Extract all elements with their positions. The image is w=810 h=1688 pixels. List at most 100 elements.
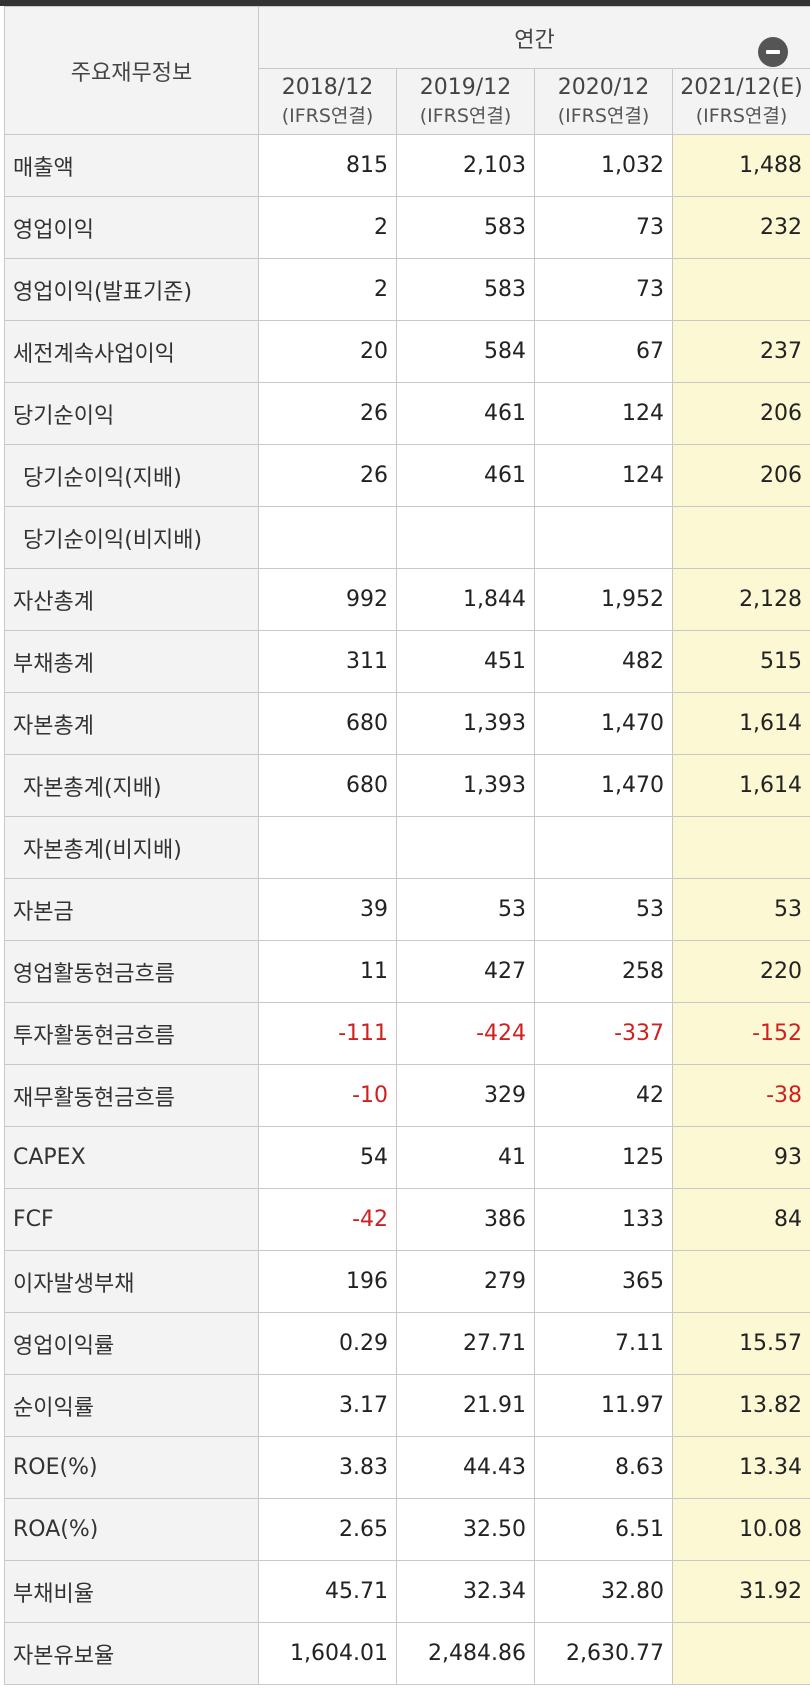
table-row: 투자활동현금흐름 -111 -424 -337 -152 xyxy=(4,1002,810,1065)
value-cell: 482 xyxy=(534,630,673,693)
row-label: ROE(%) xyxy=(4,1436,259,1499)
value-cell: 680 xyxy=(258,692,397,755)
year-label: 2020/12 xyxy=(557,74,650,100)
row-label: 재무활동현금흐름 xyxy=(4,1064,259,1127)
basis-label: (IFRS연결) xyxy=(281,104,374,127)
value-cell: 1,614 xyxy=(671,692,810,755)
row-label: 자본총계(비지배) xyxy=(4,816,259,879)
row-label: 매출액 xyxy=(4,134,259,197)
row-label: 자본금 xyxy=(4,878,259,941)
value-cell xyxy=(534,816,673,879)
value-cell: 44.43 xyxy=(396,1436,535,1499)
value-cell: 11.97 xyxy=(534,1374,673,1437)
value-cell: 206 xyxy=(671,444,810,507)
basis-label: (IFRS연결) xyxy=(419,104,512,127)
top-divider xyxy=(0,0,810,6)
value-cell: 365 xyxy=(534,1250,673,1313)
year-header-3: 2021/12(E) (IFRS연결) xyxy=(671,68,810,135)
year-label: 2021/12(E) xyxy=(680,74,803,100)
value-cell: 31.92 xyxy=(671,1560,810,1623)
table-row: 부채비율 45.71 32.34 32.80 31.92 xyxy=(4,1560,810,1623)
value-cell: 133 xyxy=(534,1188,673,1251)
value-cell: -10 xyxy=(258,1064,397,1127)
value-cell: 461 xyxy=(396,382,535,445)
table-row: 자본금 39 53 53 53 xyxy=(4,878,810,941)
year-label: 2019/12 xyxy=(419,74,512,100)
minus-circle-icon[interactable] xyxy=(758,37,789,67)
value-cell: 584 xyxy=(396,320,535,383)
value-cell: 1,032 xyxy=(534,134,673,197)
value-cell: 15.57 xyxy=(671,1312,810,1375)
row-label: 당기순이익(비지배) xyxy=(4,506,259,569)
row-label: 당기순이익(지배) xyxy=(4,444,259,507)
value-cell: 6.51 xyxy=(534,1498,673,1561)
row-label: 자본총계(지배) xyxy=(4,754,259,817)
value-cell: 2,484.86 xyxy=(396,1622,535,1685)
value-cell: 2 xyxy=(258,196,397,259)
row-label: 부채비율 xyxy=(4,1560,259,1623)
basis-label: (IFRS연결) xyxy=(695,104,788,127)
row-label: 자본유보율 xyxy=(4,1622,259,1685)
value-cell: 7.11 xyxy=(534,1312,673,1375)
period-group-label: 연간 xyxy=(514,27,555,53)
value-cell: 2,103 xyxy=(396,134,535,197)
value-cell: 93 xyxy=(671,1126,810,1189)
value-cell: 311 xyxy=(258,630,397,693)
value-cell xyxy=(671,506,810,569)
value-cell: 196 xyxy=(258,1250,397,1313)
table-row: 자본총계(지배) 680 1,393 1,470 1,614 xyxy=(4,754,810,817)
value-cell: 1,488 xyxy=(671,134,810,197)
row-label: 부채총계 xyxy=(4,630,259,693)
value-cell: -38 xyxy=(671,1064,810,1127)
financial-summary-table: 주요재무정보 연간 2018/12 (IFRS연결) 2019/12 (IFRS연결)… xyxy=(4,6,810,1685)
row-label: ROA(%) xyxy=(4,1498,259,1561)
value-cell: 1,470 xyxy=(534,692,673,755)
value-cell: 258 xyxy=(534,940,673,1003)
year-label: 2018/12 xyxy=(281,74,374,100)
value-cell: 232 xyxy=(671,196,810,259)
value-cell: 427 xyxy=(396,940,535,1003)
value-cell xyxy=(396,816,535,879)
value-cell: 2 xyxy=(258,258,397,321)
value-cell: 583 xyxy=(396,196,535,259)
value-cell: 451 xyxy=(396,630,535,693)
value-cell: 84 xyxy=(671,1188,810,1251)
row-label-header: 주요재무정보 xyxy=(4,6,259,135)
value-cell: 1,393 xyxy=(396,754,535,817)
year-header-2: 2020/12 (IFRS연결) xyxy=(534,68,673,135)
table-row: 부채총계 311 451 482 515 xyxy=(4,630,810,693)
value-cell xyxy=(396,506,535,569)
value-cell: 32.80 xyxy=(534,1560,673,1623)
table-row: 재무활동현금흐름 -10 329 42 -38 xyxy=(4,1064,810,1127)
value-cell xyxy=(671,258,810,321)
value-cell: 32.34 xyxy=(396,1560,535,1623)
value-cell: 8.63 xyxy=(534,1436,673,1499)
table-row: 영업이익 2 583 73 232 xyxy=(4,196,810,259)
value-cell: 13.34 xyxy=(671,1436,810,1499)
value-cell: 26 xyxy=(258,382,397,445)
row-label: FCF xyxy=(4,1188,259,1251)
table-row: ROE(%) 3.83 44.43 8.63 13.34 xyxy=(4,1436,810,1499)
table-row: 영업활동현금흐름 11 427 258 220 xyxy=(4,940,810,1003)
value-cell: 3.17 xyxy=(258,1374,397,1437)
row-label: 영업활동현금흐름 xyxy=(4,940,259,1003)
year-header-1: 2019/12 (IFRS연결) xyxy=(396,68,535,135)
table-row: 당기순이익(비지배) xyxy=(4,506,810,569)
value-cell: 992 xyxy=(258,568,397,631)
value-cell: -152 xyxy=(671,1002,810,1065)
value-cell: 1,614 xyxy=(671,754,810,817)
value-cell: 1,393 xyxy=(396,692,535,755)
value-cell: 32.50 xyxy=(396,1498,535,1561)
value-cell: 26 xyxy=(258,444,397,507)
period-group-header: 연간 xyxy=(257,6,810,69)
value-cell: 21.91 xyxy=(396,1374,535,1437)
table-row: 자본유보율 1,604.01 2,484.86 2,630.77 xyxy=(4,1622,810,1685)
value-cell: 10.08 xyxy=(671,1498,810,1561)
table-row: 순이익률 3.17 21.91 11.97 13.82 xyxy=(4,1374,810,1437)
table-row: 영업이익(발표기준) 2 583 73 xyxy=(4,258,810,321)
value-cell: 54 xyxy=(258,1126,397,1189)
value-cell: 67 xyxy=(534,320,673,383)
value-cell: 2,630.77 xyxy=(534,1622,673,1685)
row-label: 세전계속사업이익 xyxy=(4,320,259,383)
row-label: 순이익률 xyxy=(4,1374,259,1437)
